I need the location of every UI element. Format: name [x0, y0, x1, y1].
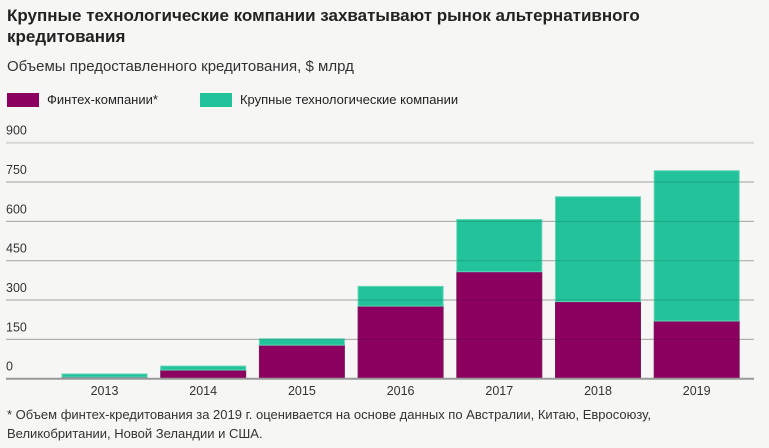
- legend-item-fintech: Финтех-компании*: [7, 92, 158, 107]
- legend-swatch-bigtech: [199, 92, 232, 107]
- x-tick-label: 2019: [683, 384, 711, 398]
- x-tick-label: 2017: [485, 384, 513, 398]
- x-tick-label: 2016: [387, 384, 415, 398]
- legend-label-bigtech: Крупные технологические компании: [239, 92, 459, 107]
- footnote: * Объем финтех-кредитования за 2019 г. о…: [7, 407, 651, 441]
- y-tick-label: 0: [6, 360, 13, 374]
- y-tick-label: 450: [6, 242, 27, 256]
- y-tick-label: 900: [6, 124, 27, 138]
- bar-fintech-2015: [258, 344, 345, 380]
- x-tick-label: 2013: [91, 384, 119, 398]
- legend: Финтех-компании* Крупные технологические…: [7, 92, 500, 107]
- bar-fintech-2016: [357, 305, 444, 380]
- x-tick-label: 2015: [288, 384, 316, 398]
- y-tick-label: 600: [6, 202, 27, 216]
- legend-swatch-fintech: [7, 92, 39, 107]
- bar-bigtech-2017: [456, 219, 543, 273]
- bar-bigtech-2018: [555, 196, 641, 303]
- chart-subtitle: Объемы предоставленного кредитования, $ …: [7, 58, 354, 75]
- bar-bigtech-2019: [653, 170, 740, 322]
- legend-label-fintech: Финтех-компании*: [47, 92, 158, 107]
- y-tick-label: 750: [6, 163, 27, 177]
- bar-bigtech-2014: [160, 365, 247, 371]
- bar-fintech-2014: [160, 369, 247, 380]
- x-tick-label: 2018: [584, 384, 612, 398]
- y-tick-label: 300: [6, 281, 27, 295]
- bar-fintech-2019: [653, 320, 740, 380]
- bar-bigtech-2013: [61, 373, 148, 378]
- legend-item-bigtech: Крупные технологические компании: [199, 92, 459, 107]
- x-tick-label: 2014: [189, 384, 217, 398]
- bar-bigtech-2015: [258, 338, 345, 346]
- bar-bigtech-2016: [357, 285, 444, 307]
- bar-fintech-2018: [555, 301, 641, 380]
- chart-title: Крупные технологические компании захваты…: [7, 6, 640, 46]
- bar-fintech-2017: [456, 271, 543, 380]
- y-tick-label: 150: [6, 320, 27, 334]
